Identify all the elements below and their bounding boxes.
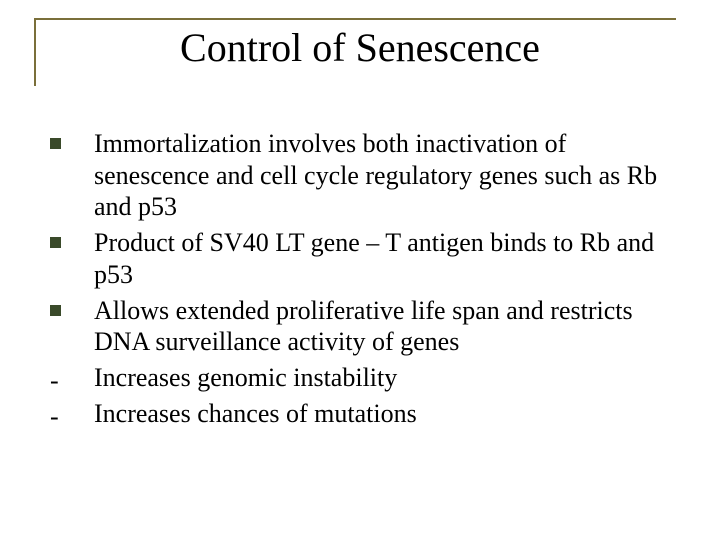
- dash-bullet-icon: -: [50, 404, 59, 430]
- list-item-text: Product of SV40 LT gene – T antigen bind…: [94, 227, 670, 290]
- bullet: -: [50, 398, 94, 430]
- slide: Control of Senescence Immortalization in…: [0, 0, 720, 540]
- square-bullet-icon: [50, 237, 61, 248]
- frame-top-rule: [34, 18, 676, 20]
- bullet: -: [50, 362, 94, 394]
- list-item: Product of SV40 LT gene – T antigen bind…: [50, 227, 670, 290]
- square-bullet-icon: [50, 305, 61, 316]
- list-item: Allows extended proliferative life span …: [50, 295, 670, 358]
- list-item-text: Increases chances of mutations: [94, 398, 417, 430]
- bullet: [50, 295, 94, 316]
- list-item: - Increases genomic instability: [50, 362, 670, 394]
- list-item: Immortalization involves both inactivati…: [50, 128, 670, 223]
- square-bullet-icon: [50, 138, 61, 149]
- list-item-text: Increases genomic instability: [94, 362, 397, 394]
- list-item-text: Allows extended proliferative life span …: [94, 295, 670, 358]
- slide-body: Immortalization involves both inactivati…: [50, 128, 670, 434]
- bullet: [50, 227, 94, 248]
- dash-bullet-icon: -: [50, 368, 59, 394]
- bullet: [50, 128, 94, 149]
- list-item: - Increases chances of mutations: [50, 398, 670, 430]
- slide-title: Control of Senescence: [0, 24, 720, 71]
- list-item-text: Immortalization involves both inactivati…: [94, 128, 670, 223]
